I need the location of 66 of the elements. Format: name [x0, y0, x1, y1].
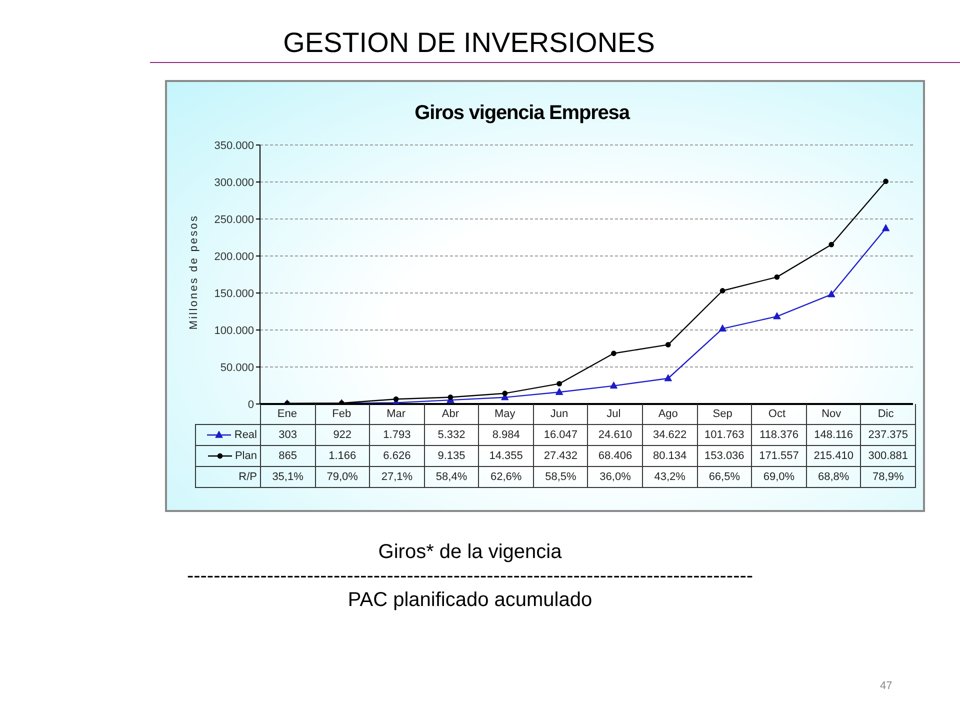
y-tick-label: 50.000 [220, 362, 254, 374]
data-label: 153.036 [704, 450, 744, 462]
y-tick-label: 300.000 [214, 176, 254, 189]
data-label: 922 [333, 429, 352, 441]
data-label: 215.410 [814, 450, 854, 462]
text: 58,5% [545, 471, 576, 483]
y-tick-label: 200.000 [214, 250, 254, 263]
x-tick-label: May [494, 408, 516, 420]
x-tick-label: Dic [878, 408, 894, 420]
text: 47 [880, 680, 892, 692]
data-label: 24.610 [598, 429, 632, 441]
data-label: 6.626 [383, 450, 411, 462]
x-tick-label: Abr [442, 408, 460, 420]
text: 79,0% [326, 471, 358, 483]
text: 62,6% [490, 471, 522, 483]
y-tick-label: 350.000 [214, 140, 254, 152]
x-tick-label: Ago [658, 408, 678, 420]
data-label: 1.166 [328, 450, 356, 462]
text: 78,9% [872, 471, 904, 483]
x-tick-label: Nov [822, 408, 842, 420]
text: 36,0% [600, 471, 631, 483]
data-label: 1.793 [383, 429, 411, 441]
data-label: 68.406 [598, 450, 632, 462]
data-label: 300.881 [868, 450, 908, 462]
data-label: 865 [278, 450, 297, 462]
data-label: 237.375 [868, 429, 908, 441]
text: 58,4% [436, 471, 468, 483]
text: 35,1% [272, 471, 304, 483]
chart-subtitle: Giros vigencia Empresa [414, 102, 630, 124]
text: ------------------------------------------------------------------------------------- [186, 565, 754, 587]
text: PAC planificado acumulado [348, 589, 592, 611]
data-label: 118.376 [760, 429, 798, 441]
text: R/P [238, 471, 257, 483]
data-label: 14.355 [489, 450, 523, 462]
data-label: 27.432 [544, 450, 578, 462]
y-tick-label: 0 [248, 398, 254, 411]
data-label: 80.134 [653, 450, 687, 462]
x-tick-label: Feb [332, 408, 352, 420]
data-label: 303 [278, 429, 297, 441]
legend-label: Plan [234, 450, 257, 462]
data-label: 148.116 [814, 429, 854, 441]
text: 69,0% [763, 471, 795, 483]
chart-title: GESTION DE INVERSIONES [283, 27, 655, 58]
x-tick-label: Jun [550, 408, 568, 420]
y-axis-title: Millones de pesos [188, 214, 200, 330]
data-label: 16.047 [544, 429, 578, 441]
y-tick-label: 100.000 [214, 324, 254, 337]
x-tick-label: Sep [712, 408, 732, 420]
x-tick-label: Ene [277, 408, 297, 420]
y-tick-label: 250.000 [214, 214, 254, 226]
text: 68,8% [818, 471, 850, 483]
y-tick-label: 150.000 [214, 288, 254, 300]
data-label: 8.984 [492, 429, 520, 441]
data-label: 5.332 [438, 429, 466, 441]
x-tick-label: Oct [768, 408, 786, 420]
data-label: 171.557 [759, 450, 799, 462]
data-label: 9.135 [438, 450, 466, 462]
data-label: 34.622 [653, 429, 687, 441]
text: 66,5% [708, 471, 740, 483]
x-tick-label: Jul [606, 408, 621, 420]
data-label: 101.763 [704, 429, 744, 441]
legend-label: Real [234, 429, 257, 441]
text: 27,1% [381, 471, 413, 483]
text: Giros* de la vigencia [378, 541, 562, 563]
text: 43,2% [654, 471, 686, 483]
x-tick-label: Mar [386, 408, 406, 420]
